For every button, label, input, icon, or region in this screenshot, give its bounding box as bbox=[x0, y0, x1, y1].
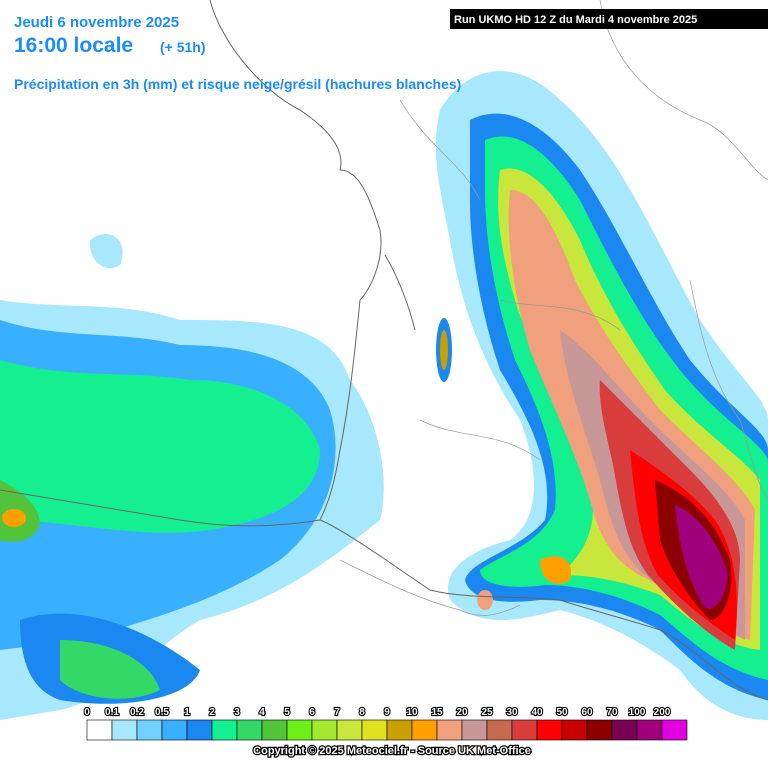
precip-area bbox=[89, 234, 123, 269]
legend-swatch bbox=[411, 719, 438, 741]
legend-swatch bbox=[536, 719, 563, 741]
coastline bbox=[0, 489, 321, 527]
legend-label: 25 bbox=[481, 707, 493, 718]
precip-area bbox=[0, 360, 320, 533]
subtitle: Précipitation en 3h (mm) et risque neige… bbox=[14, 76, 461, 92]
legend-label: 70 bbox=[606, 707, 618, 718]
lead-time: (+ 51h) bbox=[160, 39, 206, 55]
legend-label: 8 bbox=[359, 707, 365, 718]
precip-area bbox=[440, 330, 448, 370]
legend: 0 0.1 0.2 0.5 1 2 3 4 5 6 7 8 9 10 15 20 25 30 40 50 60 70 100… bbox=[83, 706, 688, 741]
west-field bbox=[0, 234, 384, 720]
precip-area bbox=[477, 590, 493, 610]
legend-swatch bbox=[286, 719, 313, 741]
legend-label: 0.1 bbox=[105, 707, 119, 718]
legend-swatch bbox=[261, 719, 288, 741]
legend-swatch bbox=[486, 719, 513, 741]
legend-label: 0 bbox=[84, 707, 90, 718]
legend-swatch bbox=[211, 719, 238, 741]
legend-swatch bbox=[386, 719, 413, 741]
border bbox=[599, 0, 768, 181]
legend-label: 9 bbox=[384, 707, 390, 718]
legend-swatch bbox=[636, 719, 663, 741]
legend-swatch bbox=[86, 719, 113, 741]
legend-swatch bbox=[136, 719, 163, 741]
border bbox=[689, 279, 768, 501]
legend-swatch bbox=[461, 719, 488, 741]
region-border bbox=[399, 99, 621, 461]
estuary bbox=[384, 254, 416, 331]
legend-label: 40 bbox=[531, 707, 543, 718]
legend-swatch bbox=[661, 719, 688, 741]
legend-label: 20 bbox=[456, 707, 468, 718]
legend-label: 50 bbox=[556, 707, 568, 718]
legend-label: 200 bbox=[654, 707, 671, 718]
precip-area bbox=[675, 505, 728, 609]
legend-label: 10 bbox=[406, 707, 418, 718]
legend-swatch bbox=[236, 719, 263, 741]
legend-label: 15 bbox=[431, 707, 443, 718]
east-field bbox=[435, 71, 768, 720]
legend-label: 5 bbox=[284, 707, 290, 718]
run-info: Run UKMO HD 12 Z du Mardi 4 novembre 202… bbox=[454, 14, 697, 26]
legend-swatch bbox=[436, 719, 463, 741]
border bbox=[339, 559, 521, 616]
geography bbox=[0, 0, 768, 701]
legend-swatch bbox=[111, 719, 138, 741]
coastline bbox=[209, 0, 768, 701]
legend-label: 6 bbox=[309, 707, 315, 718]
legend-label: 1 bbox=[184, 707, 190, 718]
precip-area bbox=[540, 556, 571, 584]
copyright: Copyright © 2025 Meteociel.fr - Source U… bbox=[253, 745, 531, 757]
legend-swatch bbox=[586, 719, 613, 741]
legend-swatch bbox=[361, 719, 388, 741]
run-box bbox=[450, 9, 768, 29]
legend-swatch bbox=[311, 719, 338, 741]
legend-swatch bbox=[161, 719, 188, 741]
precip-area bbox=[60, 640, 160, 699]
legend-label: 3 bbox=[234, 707, 240, 718]
time: 16:00 locale bbox=[14, 34, 133, 57]
legend-swatch bbox=[561, 719, 588, 741]
precip-area bbox=[2, 509, 26, 527]
legend-label: 0.5 bbox=[155, 707, 169, 718]
legend-label: 100 bbox=[629, 707, 646, 718]
date: Jeudi 6 novembre 2025 bbox=[14, 14, 179, 31]
legend-swatch bbox=[611, 719, 638, 741]
legend-label: 2 bbox=[209, 707, 215, 718]
legend-label: 4 bbox=[259, 707, 265, 718]
legend-label: 30 bbox=[506, 707, 518, 718]
legend-swatch bbox=[336, 719, 363, 741]
legend-label: 7 bbox=[334, 707, 340, 718]
legend-label: 0.2 bbox=[130, 707, 144, 718]
legend-label: 60 bbox=[581, 707, 593, 718]
legend-swatch bbox=[511, 719, 538, 741]
legend-swatch bbox=[186, 719, 213, 741]
